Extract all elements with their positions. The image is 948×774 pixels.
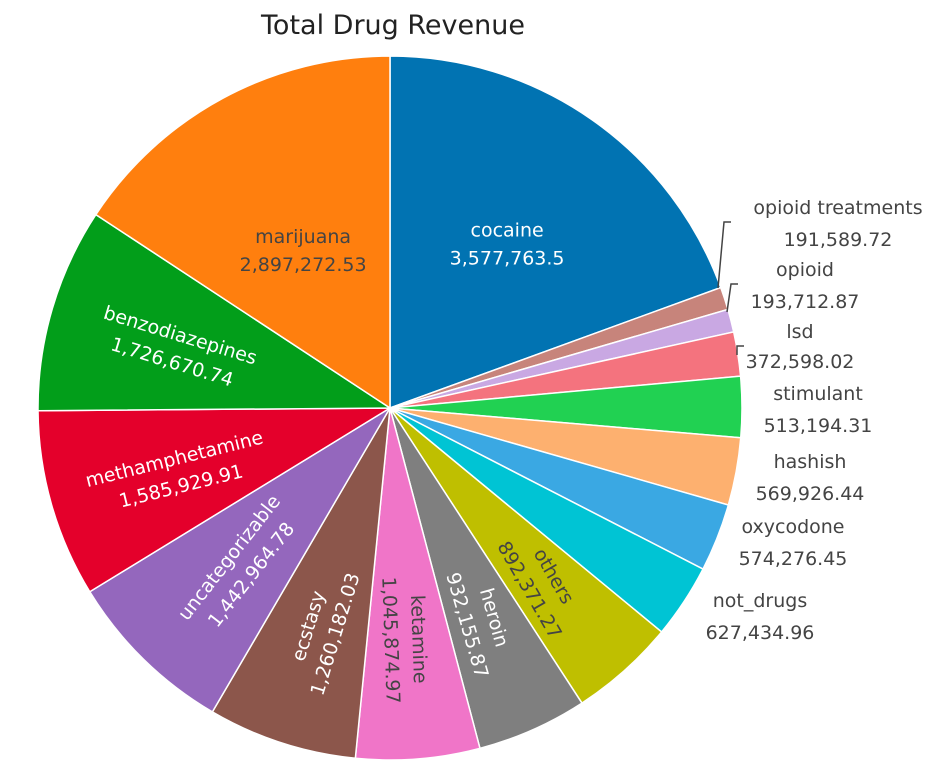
slice-inside-label: cocaine 3,577,763.5 <box>450 220 565 270</box>
slice-label-opioid-treatments: opioid treatments 191,589.72 <box>717 197 923 289</box>
slice-value-label: 372,598.02 <box>746 351 855 373</box>
slice-label-not-drugs: not_drugs 627,434.96 <box>706 590 815 644</box>
pie-slice-uncategorizable <box>88 407 391 713</box>
slice-value-label: 1,045,874.97 <box>377 576 403 704</box>
pie-slice-cocaine <box>389 55 722 410</box>
slice-name-label: not_drugs <box>713 590 808 612</box>
slice-name-label: oxycodone <box>741 516 844 538</box>
slice-label-ketamine: ketamine1,045,874.97 <box>377 575 431 704</box>
label-leader-line <box>736 345 744 355</box>
pie-slice-methamphetamine <box>37 407 393 593</box>
slice-value-label: 574,276.45 <box>739 548 848 570</box>
slice-label-oxycodone: oxycodone 574,276.45 <box>739 516 848 570</box>
slice-value-label: 513,194.31 <box>764 415 873 437</box>
slice-value-label: 627,434.96 <box>706 622 815 644</box>
slice-label-lsd: lsd 372,598.02 <box>736 321 855 373</box>
slice-value-label: 193,712.87 <box>751 291 860 313</box>
pie-slice-ketamine <box>354 407 481 761</box>
slice-label-cocaine: cocaine 3,577,763.5 <box>450 220 565 270</box>
slice-name-label: lsd <box>786 321 813 343</box>
slice-label-marijuana: marijuana 2,897,272.53 <box>240 226 367 276</box>
chart-title: Total Drug Revenue <box>260 10 525 41</box>
slice-label-stimulant: stimulant 513,194.31 <box>764 383 873 437</box>
label-leader-line <box>726 283 738 313</box>
pie-slice-benzodiazepines <box>37 213 393 412</box>
pie-slices <box>37 55 743 761</box>
pie-slice-ecstasy <box>211 407 391 760</box>
slice-name-label: ketamine <box>406 595 431 684</box>
slice-value-label: 191,589.72 <box>784 229 893 251</box>
label-leader-line <box>717 221 731 289</box>
slice-value-label: 3,577,763.5 <box>450 248 565 270</box>
pie-slice-marijuana <box>94 55 391 410</box>
slice-name-label: stimulant <box>773 383 863 405</box>
slice-inside-label: marijuana 2,897,272.53 <box>240 226 367 276</box>
slice-name-label: hashish <box>774 451 847 473</box>
slice-value-label: 569,926.44 <box>756 483 865 505</box>
slice-label-hashish: hashish 569,926.44 <box>756 451 865 505</box>
slice-name-label: marijuana <box>255 226 351 248</box>
slice-label-opioid: opioid 193,712.87 <box>726 259 860 313</box>
slice-name-label: opioid <box>776 259 834 281</box>
slice-name-label: opioid treatments <box>753 197 922 219</box>
slice-value-label: 2,897,272.53 <box>240 254 367 276</box>
slice-name-label: cocaine <box>471 220 544 242</box>
slice-inside-label: ketamine1,045,874.97 <box>377 575 431 704</box>
